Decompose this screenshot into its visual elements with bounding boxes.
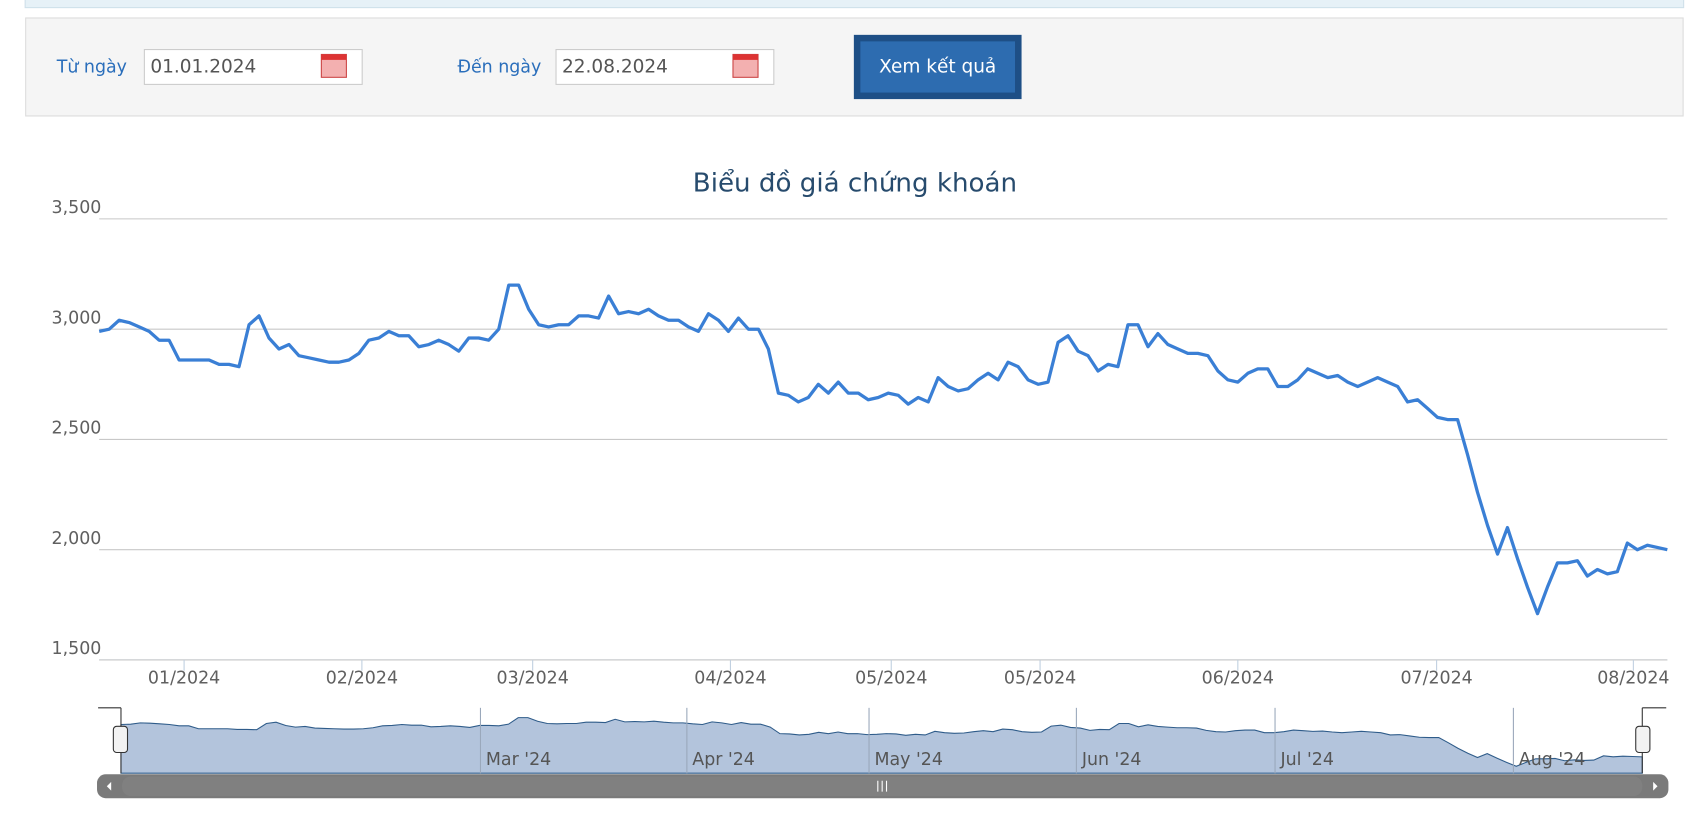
navigator-label: May '24 <box>874 750 942 770</box>
from-label: Từ ngày <box>56 58 127 78</box>
navigator-label: Jul '24 <box>1279 750 1333 770</box>
submit-label: Xem kết quả <box>879 57 996 78</box>
x-tick-label: 08/2024 <box>1597 668 1669 688</box>
y-tick-label: 2,500 <box>52 419 102 439</box>
to-value: 22.08.2024 <box>562 57 668 78</box>
price-line <box>98 283 1668 616</box>
y-tick-label: 3,000 <box>52 308 102 328</box>
from-value: 01.01.2024 <box>150 57 256 78</box>
navigator-label: Mar '24 <box>486 750 551 770</box>
navigator-handles[interactable] <box>98 707 1667 774</box>
navigator-label: Jun '24 <box>1081 750 1142 770</box>
navigator-area <box>120 717 1643 774</box>
y-tick-label: 3,500 <box>52 198 102 218</box>
to-label: Đến ngày <box>457 57 541 78</box>
navigator-label: Apr '24 <box>692 750 755 770</box>
scrollbar[interactable] <box>97 774 1669 799</box>
x-tick-label: 04/2024 <box>694 668 766 688</box>
navigator-label: Aug '24 <box>1519 750 1585 770</box>
y-tick-label: 1,500 <box>52 639 102 659</box>
x-tick-label: 06/2024 <box>1202 668 1274 688</box>
x-tick-label: 05/2024 <box>1004 668 1076 688</box>
x-tick-label: 01/2024 <box>148 668 220 688</box>
calendar-icon[interactable] <box>320 53 347 78</box>
x-tick-label: 02/2024 <box>326 668 398 688</box>
top-bar <box>24 0 1685 9</box>
calendar-icon[interactable] <box>732 53 759 78</box>
chart-title: Biểu đồ giá chứng khoán <box>693 168 1017 199</box>
x-tick-label: 05/2024 <box>855 668 927 688</box>
x-tick-label: 07/2024 <box>1400 668 1472 688</box>
y-tick-label: 2,000 <box>52 529 102 549</box>
submit-button-face <box>860 41 1016 93</box>
x-tick-label: 03/2024 <box>497 668 569 688</box>
